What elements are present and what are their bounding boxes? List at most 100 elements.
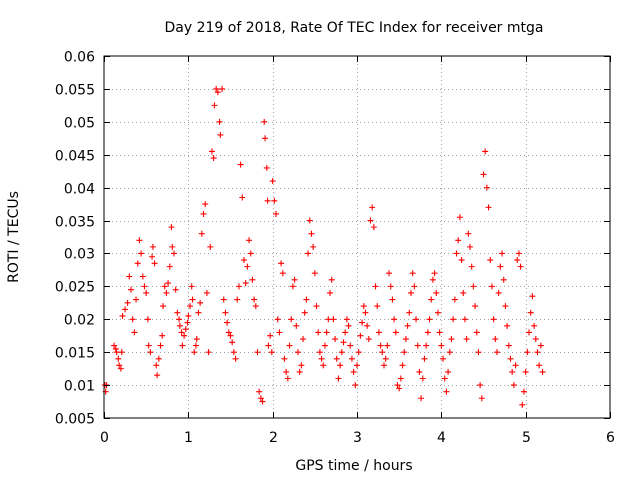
data-point (273, 210, 280, 217)
y-tick-label: 0.02 (64, 313, 95, 329)
data-point (451, 296, 458, 303)
y-tick-label: 0.045 (55, 149, 95, 165)
data-point (279, 270, 286, 277)
data-point (141, 283, 148, 290)
chart-title: Day 219 of 2018, Rate Of TEC Index for r… (165, 20, 544, 36)
data-point (345, 322, 352, 329)
data-point (386, 270, 393, 277)
data-point (402, 336, 409, 343)
data-point (115, 355, 122, 362)
y-axis: 0.005 0.01 0.015 0.02 0.025 0.03 0.035 0.04 0.04… (55, 50, 610, 428)
data-point (445, 368, 452, 375)
data-point (475, 349, 482, 356)
data-point (359, 319, 366, 326)
data-point (217, 131, 224, 138)
data-point (193, 336, 200, 343)
data-point (315, 329, 322, 336)
data-point (294, 349, 301, 356)
data-point (147, 349, 154, 356)
data-point (348, 355, 355, 362)
data-point (168, 224, 175, 231)
data-point (154, 372, 161, 379)
data-point (354, 362, 360, 369)
y-tick-label: 0.035 (55, 215, 95, 231)
data-point (337, 362, 344, 369)
data-point (520, 388, 527, 395)
data-point (473, 329, 480, 336)
data-point (467, 243, 474, 250)
data-point (333, 355, 340, 362)
data-point (416, 368, 423, 375)
data-point (477, 382, 484, 389)
data-point (379, 349, 386, 356)
data-points (101, 85, 546, 408)
data-point (214, 89, 221, 96)
data-point (305, 250, 312, 257)
data-point (419, 375, 426, 382)
data-point (409, 270, 416, 277)
data-point (364, 322, 371, 329)
data-point (429, 276, 436, 283)
data-point (401, 349, 408, 356)
data-point (205, 349, 212, 356)
data-point (113, 349, 120, 356)
data-point (216, 118, 223, 125)
data-point (536, 362, 543, 369)
data-point (237, 161, 244, 168)
data-point (160, 303, 167, 310)
data-point (169, 243, 176, 250)
data-point (526, 329, 533, 336)
data-point (276, 329, 283, 336)
data-point (117, 365, 124, 372)
data-point (288, 316, 295, 323)
data-point (342, 329, 349, 336)
data-point (490, 316, 497, 323)
data-point (370, 224, 377, 231)
data-point (185, 312, 192, 319)
data-point (392, 329, 399, 336)
data-point (244, 263, 251, 270)
data-point (418, 395, 425, 402)
data-point (157, 342, 164, 349)
data-point (286, 342, 293, 349)
data-point (303, 296, 310, 303)
data-point (468, 263, 475, 270)
data-point (527, 309, 534, 316)
data-point (112, 345, 119, 352)
data-point (399, 362, 406, 369)
data-point (211, 102, 218, 109)
data-point (504, 322, 511, 329)
data-point (179, 342, 186, 349)
data-point (321, 342, 328, 349)
data-point (461, 316, 468, 323)
data-point (240, 257, 247, 264)
data-point (478, 395, 485, 402)
data-point (493, 349, 500, 356)
data-point (323, 329, 330, 336)
data-point (387, 283, 394, 290)
y-tick-label: 0.015 (55, 346, 95, 362)
x-tick-label: 5 (522, 430, 531, 446)
data-point (310, 243, 317, 250)
data-point (225, 329, 232, 336)
data-point (184, 319, 191, 326)
data-point (126, 273, 133, 280)
data-point (413, 316, 420, 323)
y-tick-label: 0.01 (64, 379, 95, 395)
data-point (443, 388, 450, 395)
data-point (347, 342, 354, 349)
data-point (338, 349, 345, 356)
data-point (382, 355, 389, 362)
data-point (298, 362, 305, 369)
data-point (411, 283, 418, 290)
data-point (145, 342, 152, 349)
data-point (165, 280, 172, 287)
data-point (234, 296, 241, 303)
x-tick-label: 2 (269, 430, 278, 446)
data-point (456, 214, 463, 221)
y-axis-label: ROTI / TECUs (6, 191, 22, 283)
data-point (485, 204, 492, 211)
y-tick-label: 0.06 (64, 50, 95, 66)
data-point (283, 368, 290, 375)
data-point (254, 349, 261, 356)
